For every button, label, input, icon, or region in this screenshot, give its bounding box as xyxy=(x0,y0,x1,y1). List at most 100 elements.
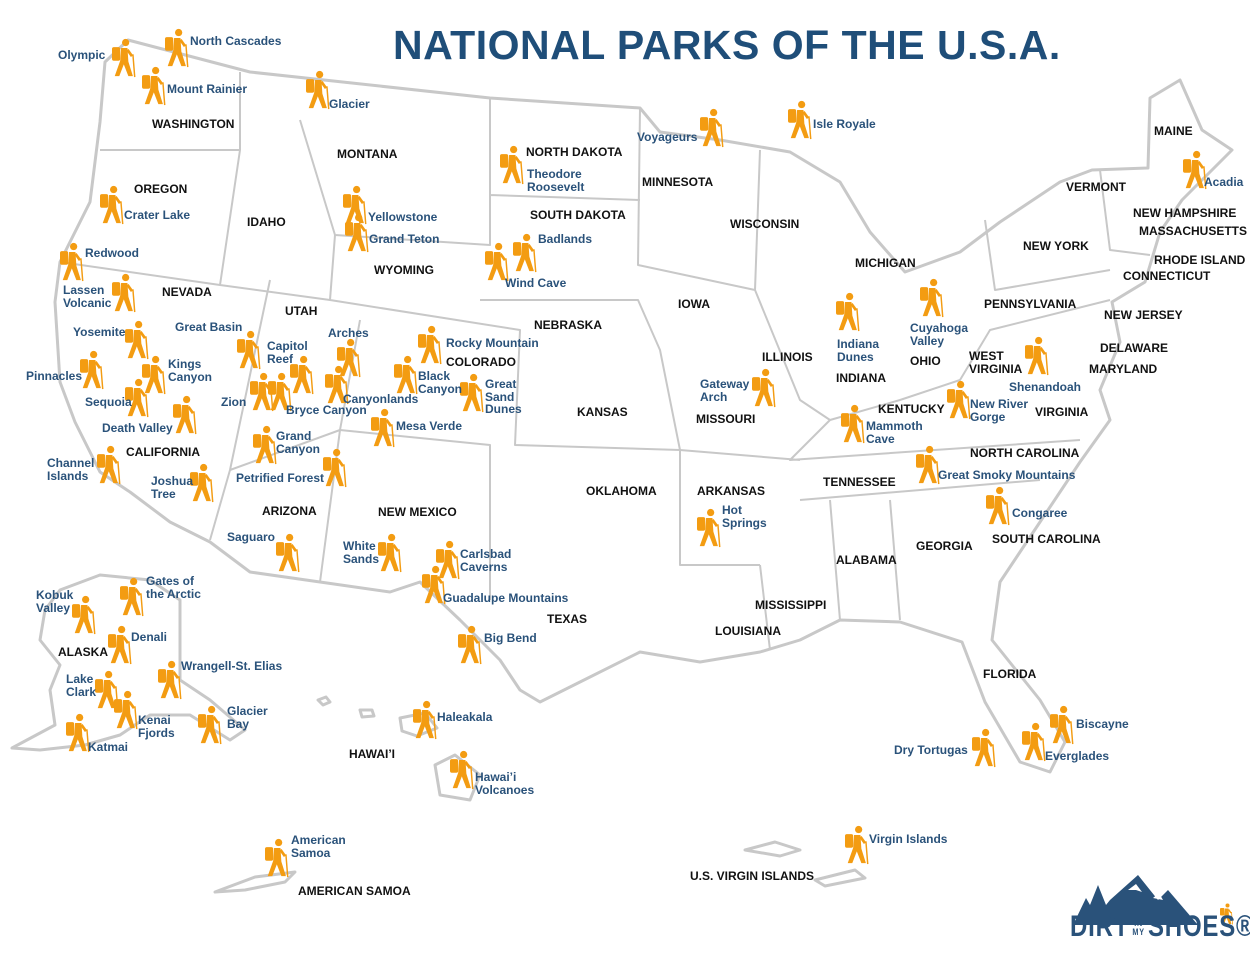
state-label-new-jersey: NEW JERSEY xyxy=(1104,308,1183,322)
park-label-crater-lake: Crater Lake xyxy=(124,208,191,222)
state-label-florida: FLORIDA xyxy=(983,667,1037,681)
state-label-west-virginia: WEST VIRGINIA xyxy=(969,349,1023,376)
state-label-wisconsin: WISCONSIN xyxy=(730,217,800,231)
state-label-south-dakota: SOUTH DAKOTA xyxy=(530,208,626,222)
state-label-hawai-i: HAWAI’I xyxy=(349,747,396,761)
state-label-arizona: ARIZONA xyxy=(262,504,317,518)
virgin-islands xyxy=(743,840,867,888)
state-label-tennessee: TENNESSEE xyxy=(823,475,896,489)
park-label-shenandoah: Shenandoah xyxy=(1009,380,1082,394)
state-label-illinois: ILLINOIS xyxy=(762,350,813,364)
state-label-oklahoma: OKLAHOMA xyxy=(586,484,657,498)
park-label-lassen-volcanic: Lassen Volcanic xyxy=(63,283,112,310)
state-label-california: CALIFORNIA xyxy=(126,445,200,459)
park-label-petrified-forest: Petrified Forest xyxy=(236,471,325,485)
park-label-sequoia: Sequoia xyxy=(85,395,132,409)
hiker-icon xyxy=(58,242,84,282)
park-label-theodore-roosevelt: Theodore Roosevelt xyxy=(527,167,585,194)
hiker-icon xyxy=(321,448,347,488)
state-label-new-york: NEW YORK xyxy=(1023,239,1089,253)
dirt-in-my-shoes-logo xyxy=(1073,875,1233,926)
park-label-death-valley: Death Valley xyxy=(102,421,173,435)
hiker-icon xyxy=(1020,722,1046,762)
hiker-icon xyxy=(695,508,721,548)
hiker-icon xyxy=(70,595,96,635)
state-label-rhode-island: RHODE ISLAND xyxy=(1154,253,1246,267)
state-label-montana: MONTANA xyxy=(337,147,398,161)
hiker-icon xyxy=(834,292,860,332)
state-label-kansas: KANSAS xyxy=(577,405,628,419)
park-label-mesa-verde: Mesa Verde xyxy=(396,419,463,433)
park-label-lake-clark: Lake Clark xyxy=(66,672,97,699)
park-label-isle-royale: Isle Royale xyxy=(813,117,876,131)
state-label-iowa: IOWA xyxy=(678,297,710,311)
hiker-icon xyxy=(498,145,524,185)
park-label-kings-canyon: Kings Canyon xyxy=(168,357,213,384)
state-label-north-dakota: NORTH DAKOTA xyxy=(526,145,623,159)
state-borders xyxy=(59,72,1151,651)
park-label-canyonlands: Canyonlands xyxy=(343,392,419,406)
park-label-congaree: Congaree xyxy=(1012,506,1068,520)
park-label-olympic: Olympic xyxy=(58,48,106,62)
park-label-indiana-dunes: Indiana Dunes xyxy=(837,337,880,364)
state-label-pennsylvania: PENNSYLVANIA xyxy=(984,297,1077,311)
park-label-guadalupe-mountains: Guadalupe Mountains xyxy=(443,591,569,605)
park-label-voyageurs: Voyageurs xyxy=(637,130,698,144)
hiker-icon xyxy=(110,273,136,313)
state-label-alaska: ALASKA xyxy=(58,645,108,659)
hiker-icon xyxy=(188,463,214,503)
park-label-great-smoky-mountains: Great Smoky Mountains xyxy=(938,468,1076,482)
state-label-connecticut: CONNECTICUT xyxy=(1123,269,1211,283)
park-label-bryce-canyon: Bryce Canyon xyxy=(286,403,367,417)
park-label-rocky-mountain: Rocky Mountain xyxy=(446,336,539,350)
hiker-icon xyxy=(918,278,944,318)
hiker-icon xyxy=(156,660,182,700)
hiker-icon xyxy=(118,577,144,617)
park-label-badlands: Badlands xyxy=(538,232,593,246)
logo-wordmark: DIRT IN MY SHOES® xyxy=(1070,910,1250,944)
alaska-outline xyxy=(10,573,247,752)
logo-word-my: MY xyxy=(1132,927,1145,938)
park-label-big-bend: Big Bend xyxy=(484,631,537,645)
hiker-icon xyxy=(376,533,402,573)
state-label-vermont: VERMONT xyxy=(1066,180,1126,194)
hiker-icon xyxy=(392,355,418,395)
state-label-virginia: VIRGINIA xyxy=(1035,405,1089,419)
state-label-mississippi: MISSISSIPPI xyxy=(755,598,827,612)
park-label-wrangell-st-elias: Wrangell-St. Elias xyxy=(181,659,283,673)
logo-word-dirt: DIRT xyxy=(1070,910,1130,943)
hiker-icon xyxy=(511,233,537,273)
park-label-cuyahoga-valley: Cuyahoga Valley xyxy=(910,321,969,348)
state-label-new-hampshire: NEW HAMPSHIRE xyxy=(1133,206,1237,220)
hiker-icon xyxy=(140,66,166,106)
hiker-icon xyxy=(458,373,484,413)
park-label-biscayne: Biscayne xyxy=(1076,717,1129,731)
park-label-yellowstone: Yellowstone xyxy=(368,210,438,224)
hiker-icon xyxy=(1023,336,1049,376)
park-label-mammoth-cave: Mammoth Cave xyxy=(866,419,923,446)
park-label-virgin-islands: Virgin Islands xyxy=(869,832,948,846)
hiker-icon xyxy=(369,408,395,448)
state-label-colorado: COLORADO xyxy=(446,355,516,369)
park-label-north-cascades: North Cascades xyxy=(190,34,282,48)
hiker-icon xyxy=(984,486,1010,526)
logo-word-shoes: SHOES® xyxy=(1148,910,1250,943)
park-label-great-basin: Great Basin xyxy=(175,320,243,334)
park-label-capitol-reef: Capitol Reef xyxy=(267,339,308,366)
hiker-icon xyxy=(970,728,996,768)
hiker-icon xyxy=(78,350,104,390)
park-label-haleakala: Haleakala xyxy=(437,710,493,724)
park-label-hawai-i-volcanoes: Hawai’i Volcanoes xyxy=(475,770,535,797)
state-label-minnesota: MINNESOTA xyxy=(642,175,714,189)
park-label-carlsbad-caverns: Carlsbad Caverns xyxy=(460,547,512,574)
hiker-icon xyxy=(106,625,132,665)
state-label-ohio: OHIO xyxy=(910,354,941,368)
park-label-gates-of-the-arctic: Gates of the Arctic xyxy=(146,574,201,601)
state-label-american-samoa: AMERICAN SAMOA xyxy=(298,884,411,898)
state-label-georgia: GEORGIA xyxy=(916,539,973,553)
park-label-black-canyon: Black Canyon xyxy=(418,369,463,396)
hiker-icon xyxy=(140,355,166,395)
hiker-icon xyxy=(274,533,300,573)
park-label-arches: Arches xyxy=(328,326,369,340)
